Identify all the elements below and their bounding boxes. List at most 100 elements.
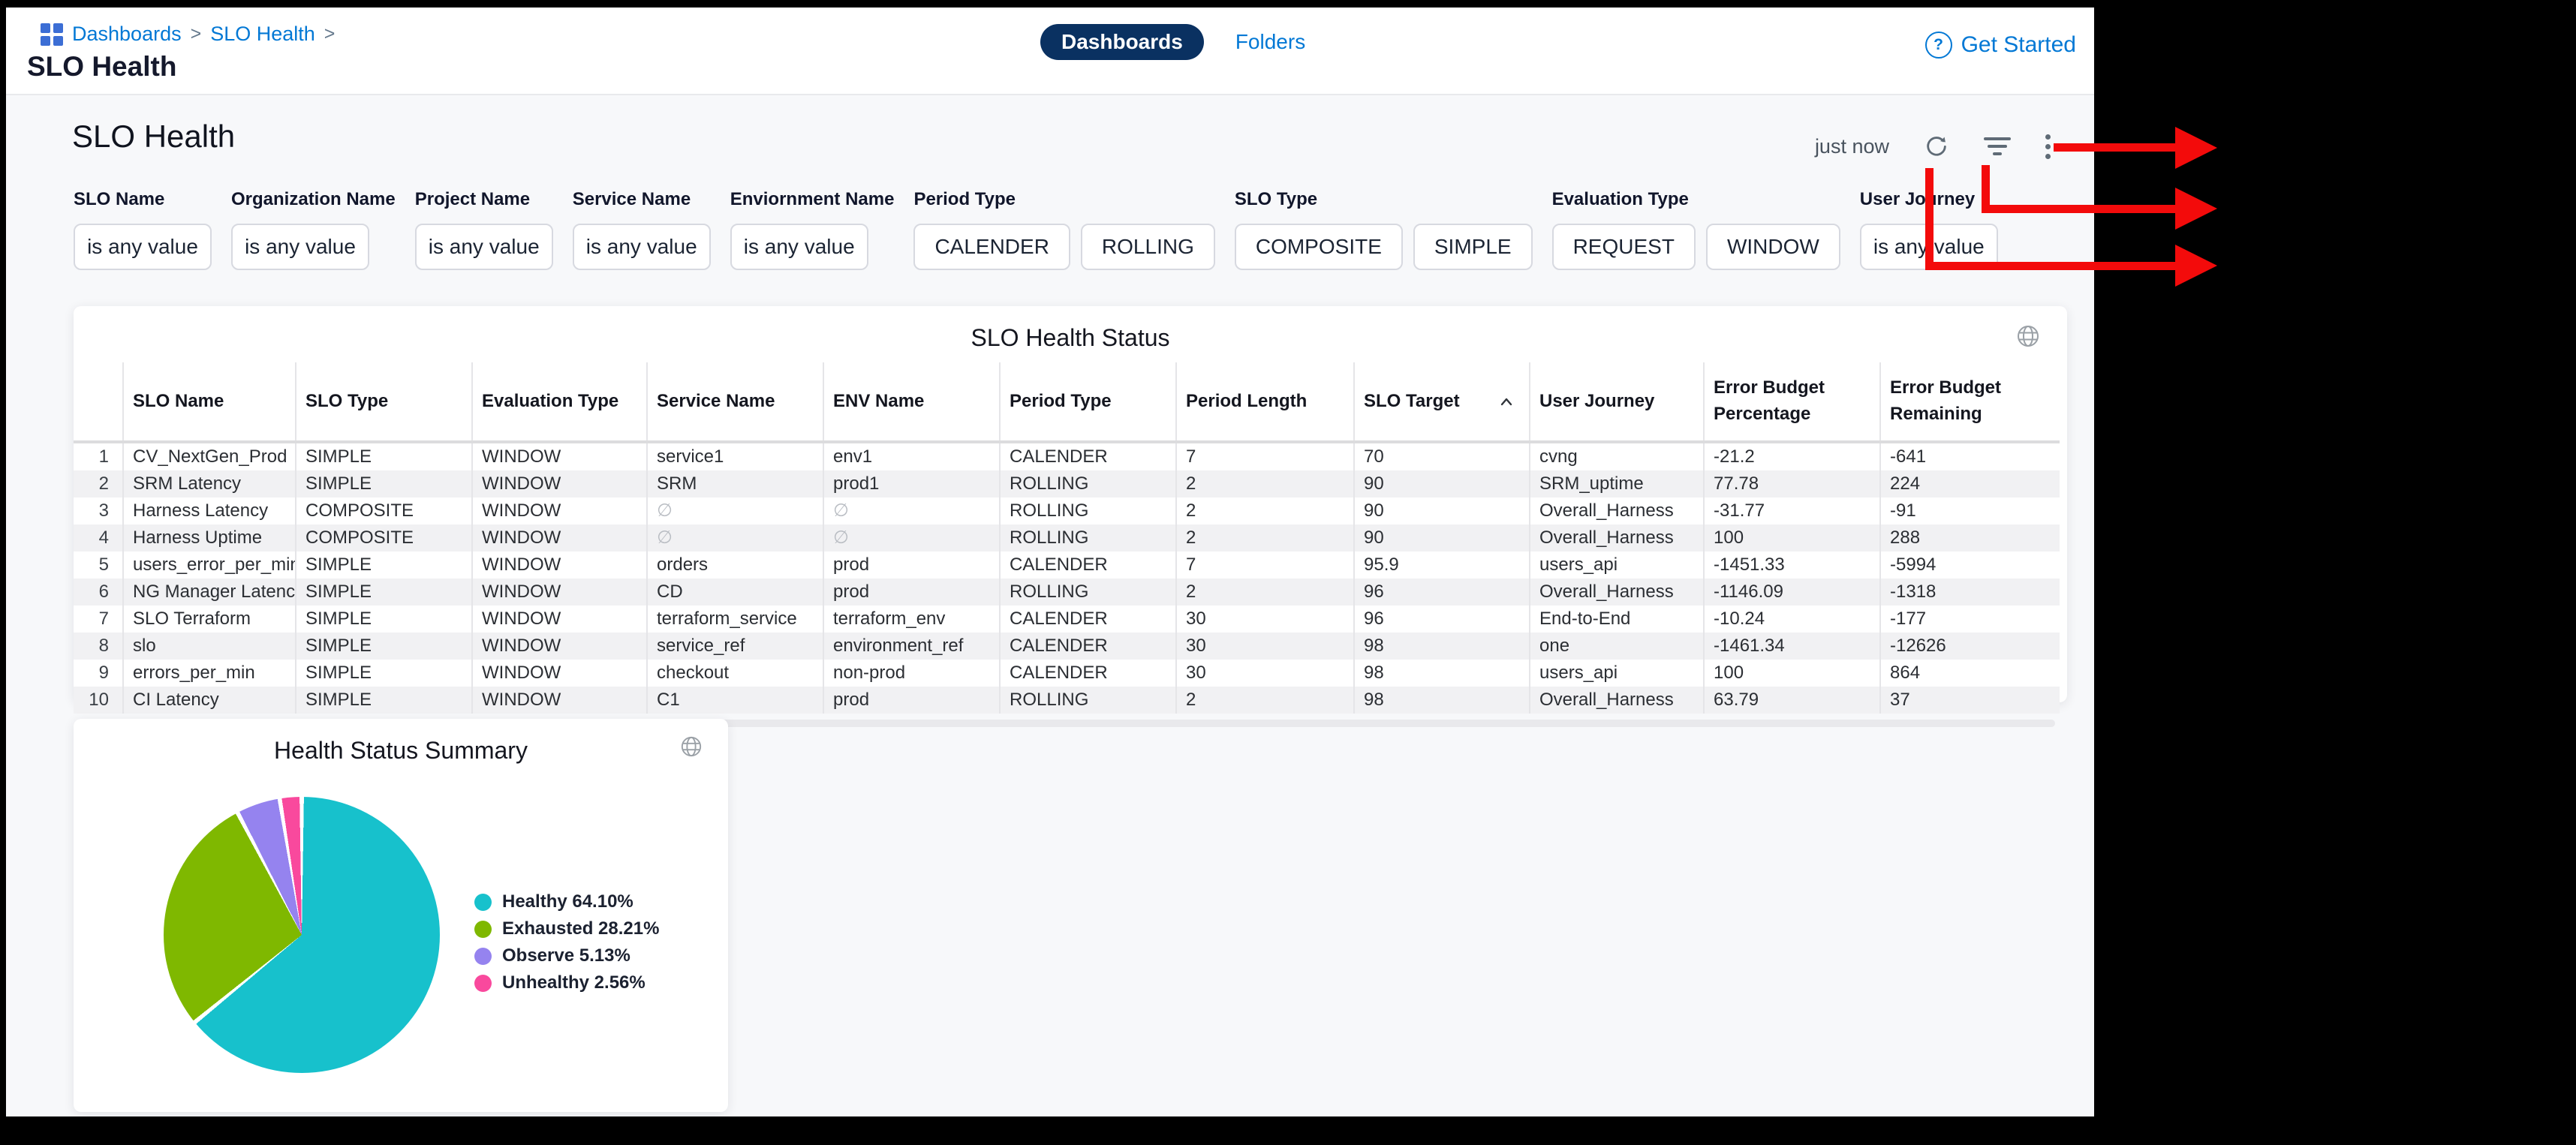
legend-dot-healthy — [474, 893, 492, 911]
legend-item-healthy[interactable]: Healthy 64.10% — [474, 891, 659, 912]
header-service-name[interactable]: Service Name — [646, 362, 823, 444]
filter-environment-name: Enviornment Name is any value — [730, 189, 895, 270]
cell: -12626 — [1879, 633, 2060, 660]
legend-item-unhealthy[interactable]: Unhealthy 2.56% — [474, 972, 659, 993]
tab-folders[interactable]: Folders — [1235, 30, 1306, 53]
cell: 7 — [1175, 442, 1354, 471]
filter-value-field[interactable]: is any value — [74, 224, 212, 270]
header-period-type[interactable]: Period Type — [999, 362, 1176, 444]
globe-icon[interactable] — [680, 735, 703, 758]
table-row: 10 CI Latency SIMPLE WINDOW C1 prod ROLL… — [74, 687, 2060, 714]
table-row: 8 slo SIMPLE WINDOW service_ref environm… — [74, 633, 2060, 660]
cell: CV_NextGen_Prod — [122, 442, 296, 471]
legend-item-exhausted[interactable]: Exhausted 28.21% — [474, 918, 659, 939]
cell: WINDOW — [471, 470, 647, 498]
cell: 37 — [1879, 687, 2060, 714]
cell: Overall_Harness — [1529, 497, 1704, 525]
cell: 2 — [1175, 497, 1354, 525]
pie-chart — [164, 797, 440, 1073]
annotation-arrow-line — [2054, 143, 2175, 152]
dashboard-toolbar: just now — [1815, 134, 2051, 159]
filter-label: Project Name — [414, 189, 531, 209]
breadcrumb-separator: > — [190, 23, 202, 44]
cell: ∅ — [646, 497, 823, 525]
cell: SIMPLE — [295, 579, 472, 606]
cell: -31.77 — [1703, 497, 1880, 525]
cell: 90 — [1353, 470, 1530, 498]
cell: 224 — [1879, 470, 2060, 498]
legend-dot-observe — [474, 947, 492, 965]
header-evaluation-type[interactable]: Evaluation Type — [471, 362, 647, 444]
row-index: 2 — [98, 473, 109, 494]
cell: prod — [823, 687, 1000, 714]
question-circle-icon: ? — [1924, 32, 1952, 59]
cell: 96 — [1353, 579, 1530, 606]
header-slo-name[interactable]: SLO Name — [122, 362, 296, 444]
kebab-menu-icon[interactable] — [2045, 134, 2051, 159]
annotation-arrow-line — [1982, 205, 2175, 213]
filter-option-calender[interactable]: CALENDER — [913, 224, 1070, 270]
cell: CI Latency — [122, 687, 296, 714]
cell: WINDOW — [471, 633, 647, 660]
cell: -177 — [1879, 606, 2060, 633]
cell: 2 — [1175, 470, 1354, 498]
cell: -641 — [1879, 442, 2060, 471]
filter-period-type: Period Type CALENDER ROLLING — [913, 189, 1215, 270]
filter-value-field[interactable]: is any value — [414, 224, 553, 270]
header-env-name[interactable]: ENV Name — [823, 362, 1000, 444]
header-error-budget-remaining[interactable]: Error Budget Remaining — [1879, 362, 2060, 444]
filter-value-field[interactable]: is any value — [730, 224, 868, 270]
cell: prod — [823, 579, 1000, 606]
filter-value-field[interactable]: is any value — [231, 224, 369, 270]
cell: ROLLING — [999, 470, 1176, 498]
tab-dashboards[interactable]: Dashboards — [1040, 24, 1204, 60]
globe-icon[interactable] — [2016, 324, 2040, 348]
row-index: 5 — [98, 554, 109, 576]
cell: CD — [646, 579, 823, 606]
filter-label: Enviornment Name — [730, 189, 895, 209]
breadcrumb: Dashboards > SLO Health > — [41, 23, 335, 46]
header-slo-type[interactable]: SLO Type — [295, 362, 472, 444]
cell: 7 — [1175, 551, 1354, 579]
row-index: 10 — [89, 690, 109, 711]
refresh-icon[interactable] — [1924, 134, 1949, 159]
cell: orders — [646, 551, 823, 579]
table-row: 5 users_error_per_min SIMPLE WINDOW orde… — [74, 551, 2060, 579]
slo-health-status-card: SLO Health Status SLO Name SLO Type Eval… — [74, 306, 2067, 728]
horizontal-scrollbar[interactable] — [86, 720, 2055, 728]
annotation-arrow-line — [1982, 165, 1990, 213]
slo-health-status-table: SLO Name SLO Type Evaluation Type Servic… — [74, 362, 2060, 714]
filter-slo-name: SLO Name is any value — [74, 189, 212, 270]
legend-label: Unhealthy 2.56% — [502, 972, 646, 993]
cell: WINDOW — [471, 687, 647, 714]
cell: users_error_per_min — [122, 551, 296, 579]
breadcrumb-separator: > — [324, 23, 336, 44]
filter-icon[interactable] — [1984, 137, 2011, 155]
legend-item-observe[interactable]: Observe 5.13% — [474, 945, 659, 966]
filter-option-request[interactable]: REQUEST — [1551, 224, 1696, 270]
cell: terraform_env — [823, 606, 1000, 633]
cell: prod — [823, 551, 1000, 579]
table-row: 2 SRM Latency SIMPLE WINDOW SRM prod1 RO… — [74, 470, 2060, 498]
header-user-journey[interactable]: User Journey — [1529, 362, 1704, 444]
row-index: 8 — [98, 636, 109, 657]
breadcrumb-dashboards[interactable]: Dashboards — [72, 23, 182, 45]
cell: 98 — [1353, 660, 1530, 687]
filter-label: Period Type — [913, 189, 1016, 209]
cell: Harness Uptime — [122, 524, 296, 552]
header-period-length[interactable]: Period Length — [1175, 362, 1354, 444]
cell: service_ref — [646, 633, 823, 660]
get-started-link[interactable]: ? Get Started — [1924, 32, 2076, 59]
breadcrumb-slo-health[interactable]: SLO Health — [210, 23, 315, 45]
filter-slo-type: SLO Type COMPOSITE SIMPLE — [1234, 189, 1533, 270]
header-slo-target[interactable]: SLO Target — [1353, 362, 1530, 444]
header-error-budget-percentage[interactable]: Error Budget Percentage — [1703, 362, 1880, 444]
filter-option-rolling[interactable]: ROLLING — [1080, 224, 1215, 270]
filter-option-simple[interactable]: SIMPLE — [1413, 224, 1533, 270]
cell: environment_ref — [823, 633, 1000, 660]
filter-value-field[interactable]: is any value — [572, 224, 711, 270]
cell: WINDOW — [471, 606, 647, 633]
legend-dot-exhausted — [474, 920, 492, 938]
filter-option-window[interactable]: WINDOW — [1705, 224, 1840, 270]
filter-option-composite[interactable]: COMPOSITE — [1234, 224, 1403, 270]
